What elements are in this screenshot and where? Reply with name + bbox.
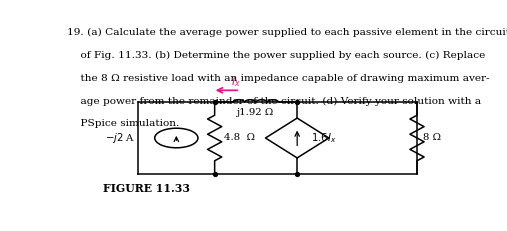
Text: $I_x$: $I_x$	[231, 75, 241, 88]
Text: of Fig. 11.33. (b) Determine the power supplied by each source. (c) Replace: of Fig. 11.33. (b) Determine the power s…	[66, 51, 485, 60]
Text: 8 Ω: 8 Ω	[423, 134, 441, 143]
Text: age power from the remainder of the circuit. (d) Verify your solution with a: age power from the remainder of the circ…	[66, 96, 481, 106]
Text: $1.6I_x$: $1.6I_x$	[311, 131, 336, 145]
Text: 4.8  Ω: 4.8 Ω	[225, 134, 256, 143]
Text: 19. (a) Calculate the average power supplied to each passive element in the circ: 19. (a) Calculate the average power supp…	[66, 28, 507, 37]
Text: FIGURE 11.33: FIGURE 11.33	[102, 183, 190, 194]
Text: the 8 Ω resistive load with an impedance capable of drawing maximum aver-: the 8 Ω resistive load with an impedance…	[66, 74, 489, 83]
Text: j1.92 Ω: j1.92 Ω	[237, 108, 274, 117]
Text: PSpice simulation.: PSpice simulation.	[66, 119, 179, 128]
Text: $-j2$ A: $-j2$ A	[104, 131, 135, 145]
